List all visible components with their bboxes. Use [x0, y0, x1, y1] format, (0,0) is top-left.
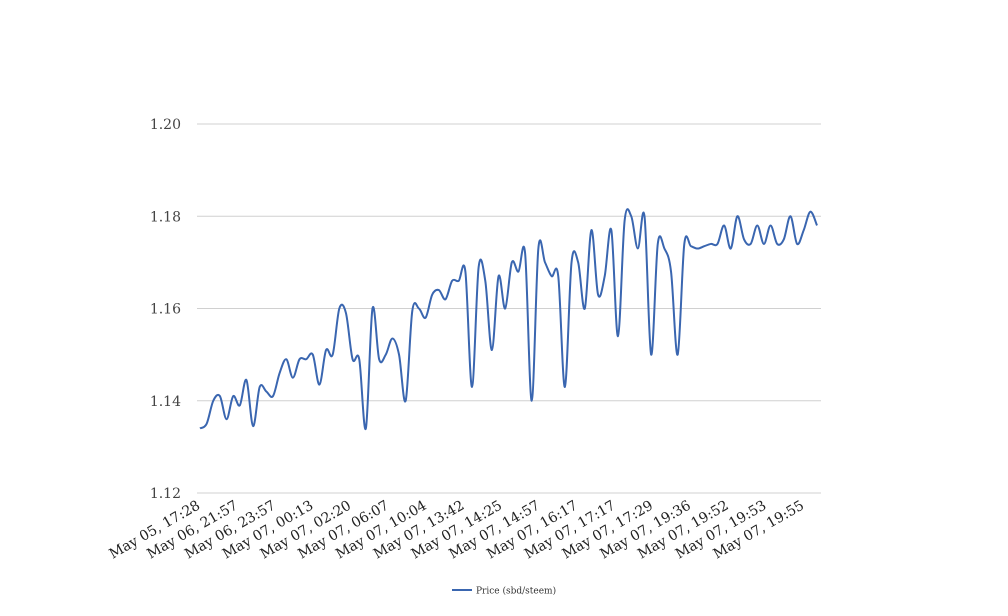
y-tick-label: 1.16	[150, 302, 181, 318]
y-axis-ticks: 1.12 1.14 1.16 1.18 1.20	[150, 117, 181, 502]
series-lines	[199, 208, 818, 430]
grid-lines	[197, 123, 821, 494]
y-tick-label: 1.12	[150, 486, 181, 502]
series-line-price	[199, 208, 818, 430]
y-tick-label: 1.14	[150, 394, 181, 410]
legend: Price (sbd/steem)	[452, 586, 556, 597]
legend-label-price: Price (sbd/steem)	[476, 586, 556, 597]
y-tick-label: 1.20	[150, 117, 181, 133]
y-tick-label: 1.18	[150, 209, 181, 225]
